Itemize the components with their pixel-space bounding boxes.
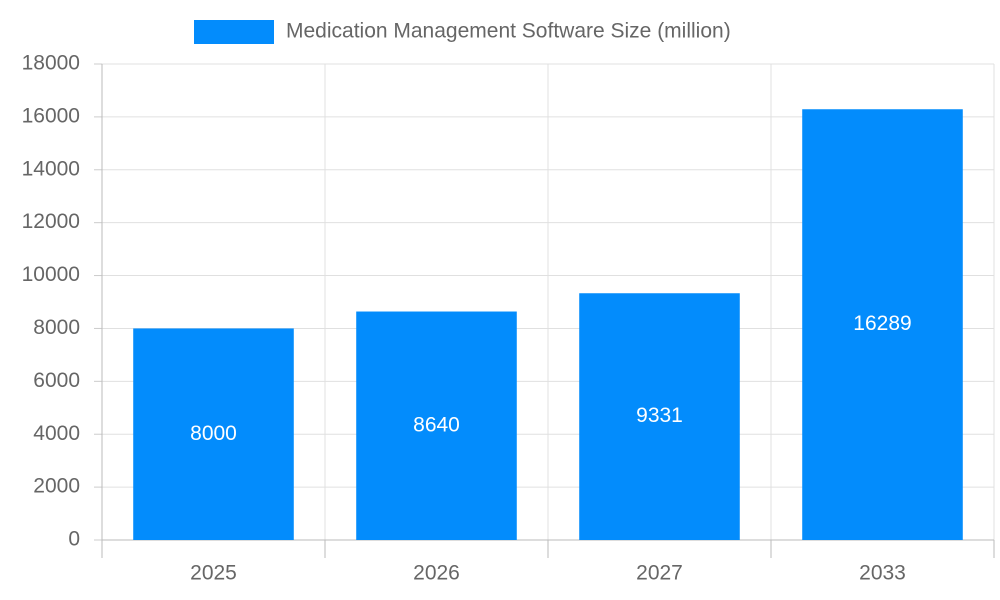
data-label: 8000 — [190, 422, 237, 445]
x-tick-label: 2027 — [636, 562, 683, 585]
x-tick-label: 2025 — [190, 562, 237, 585]
y-tick-label: 14000 — [22, 157, 80, 180]
legend-label: Medication Management Software Size (mil… — [286, 20, 731, 43]
data-label: 8640 — [413, 413, 460, 436]
y-tick-label: 12000 — [22, 210, 80, 233]
bar — [356, 311, 517, 540]
y-tick-label: 10000 — [22, 263, 80, 286]
y-tick-label: 2000 — [33, 475, 80, 498]
bar — [802, 109, 963, 540]
data-label: 9331 — [636, 404, 683, 427]
y-tick-label: 0 — [68, 528, 80, 551]
x-tick-label: 2026 — [413, 562, 460, 585]
legend-swatch — [194, 20, 274, 44]
y-tick-label: 18000 — [22, 52, 80, 75]
data-label: 16289 — [853, 312, 911, 335]
y-tick-label: 6000 — [33, 369, 80, 392]
bar — [133, 328, 294, 540]
bar — [579, 293, 740, 540]
y-tick-label: 4000 — [33, 422, 80, 445]
y-tick-label: 8000 — [33, 316, 80, 339]
y-tick-label: 16000 — [22, 104, 80, 127]
x-tick-label: 2033 — [859, 562, 906, 585]
